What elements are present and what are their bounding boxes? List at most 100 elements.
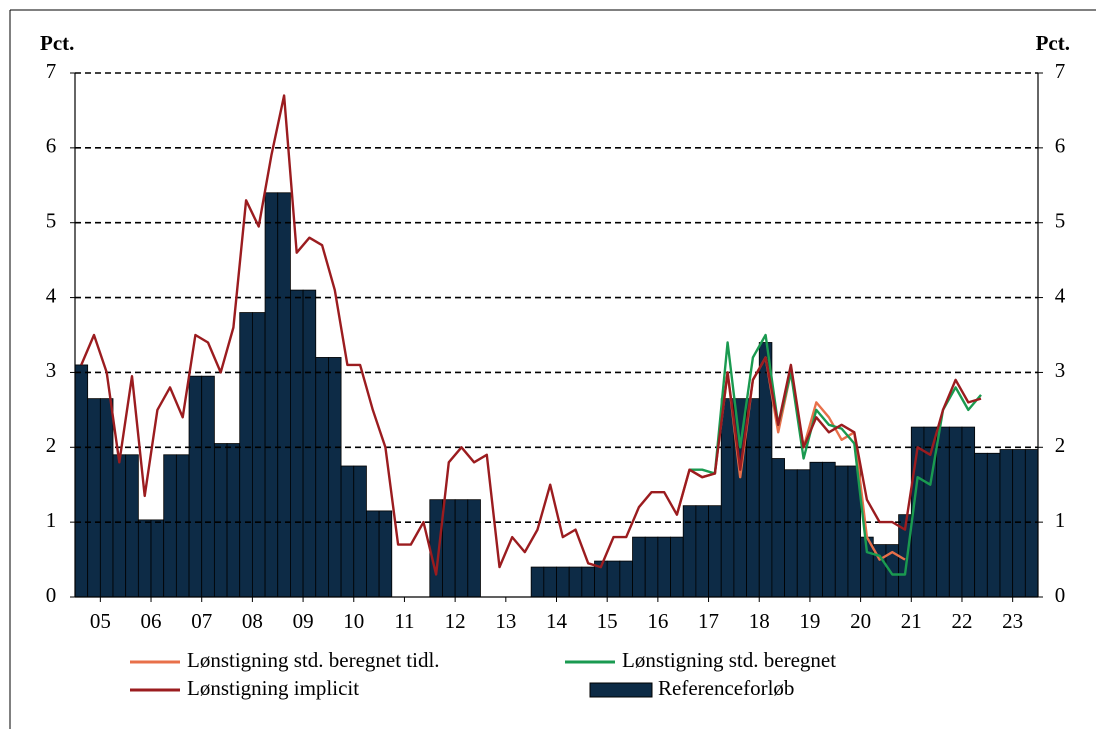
- x-tick-label: 15: [597, 609, 618, 633]
- bar: [746, 398, 760, 598]
- bar: [290, 289, 304, 598]
- bar: [264, 192, 279, 598]
- bar: [1024, 449, 1039, 598]
- bar: [530, 566, 545, 598]
- bar: [99, 398, 114, 598]
- bar: [657, 536, 671, 598]
- bar: [619, 560, 633, 598]
- legend-label: Lønstigning std. beregnet tidl.: [187, 648, 440, 672]
- x-tick-label: 06: [141, 609, 162, 633]
- y2-axis-label: Pct.: [1036, 31, 1070, 55]
- bar: [74, 364, 89, 598]
- bar: [606, 560, 621, 598]
- x-tick-label: 14: [546, 609, 568, 633]
- bar: [340, 465, 355, 598]
- bar: [163, 454, 177, 598]
- x-tick-label: 08: [242, 609, 263, 633]
- bar: [948, 426, 963, 598]
- y-tick-label: 5: [46, 209, 57, 233]
- legend-label: Referenceforløb: [658, 676, 794, 700]
- bar: [936, 426, 950, 598]
- bar: [366, 510, 380, 598]
- y-tick-label: 2: [46, 433, 57, 457]
- bar: [1012, 449, 1026, 598]
- x-tick-label: 22: [951, 609, 972, 633]
- y-tick-label: 3: [46, 358, 57, 382]
- bar: [315, 357, 329, 598]
- bar: [277, 192, 291, 598]
- bar: [720, 398, 735, 598]
- bar: [822, 461, 836, 598]
- x-tick-label: 05: [90, 609, 111, 633]
- bar: [378, 510, 393, 598]
- y2-tick-label: 1: [1055, 508, 1066, 532]
- bar: [796, 469, 811, 598]
- bar: [784, 469, 798, 598]
- y2-tick-label: 2: [1055, 433, 1066, 457]
- bar: [175, 454, 190, 598]
- bar: [568, 566, 583, 598]
- bar: [150, 519, 165, 598]
- x-tick-label: 12: [445, 609, 466, 633]
- bar: [201, 375, 215, 598]
- x-tick-label: 21: [901, 609, 922, 633]
- bar: [429, 499, 443, 598]
- x-tick-label: 19: [799, 609, 820, 633]
- bar: [454, 499, 469, 598]
- y-tick-label: 0: [46, 583, 57, 607]
- y2-tick-label: 6: [1055, 134, 1066, 158]
- bar: [708, 505, 722, 598]
- bar: [125, 454, 139, 598]
- bar: [137, 519, 152, 598]
- y2-tick-label: 3: [1055, 358, 1066, 382]
- bar: [239, 312, 253, 598]
- bar: [986, 452, 1001, 598]
- legend-swatch: [589, 682, 653, 698]
- bar: [226, 443, 241, 598]
- y-axis-label: Pct.: [40, 31, 74, 55]
- y2-tick-label: 7: [1055, 59, 1066, 83]
- bar: [543, 566, 557, 598]
- x-tick-label: 17: [698, 609, 719, 633]
- bar: [809, 461, 823, 598]
- bar: [302, 289, 317, 598]
- bar: [251, 312, 266, 598]
- x-tick-label: 10: [343, 609, 364, 633]
- bar: [188, 375, 203, 598]
- y-tick-label: 7: [46, 59, 57, 83]
- y2-tick-label: 4: [1055, 283, 1066, 307]
- bar: [974, 452, 988, 598]
- x-tick-label: 16: [647, 609, 668, 633]
- bar: [961, 426, 976, 598]
- bar: [328, 357, 342, 598]
- x-tick-label: 18: [749, 609, 770, 633]
- bar: [695, 505, 709, 598]
- bar: [999, 449, 1014, 598]
- y-tick-label: 4: [46, 283, 57, 307]
- line: [689, 333, 982, 576]
- bar: [632, 536, 646, 598]
- y-tick-label: 1: [46, 508, 57, 532]
- bar: [213, 443, 228, 598]
- bar: [467, 499, 481, 598]
- bar: [670, 536, 684, 598]
- x-tick-label: 09: [293, 609, 314, 633]
- x-tick-label: 07: [191, 609, 212, 633]
- y-tick-label: 6: [46, 134, 57, 158]
- x-tick-label: 23: [1002, 609, 1023, 633]
- bar: [87, 398, 101, 598]
- bar: [112, 454, 127, 598]
- y2-tick-label: 0: [1055, 583, 1066, 607]
- legend-label: Lønstigning implicit: [187, 676, 359, 700]
- line: [80, 94, 982, 576]
- bar: [581, 566, 595, 598]
- bar: [771, 458, 785, 598]
- y2-tick-label: 5: [1055, 209, 1066, 233]
- x-tick-label: 13: [495, 609, 516, 633]
- legend-label: Lønstigning std. beregnet: [622, 648, 836, 672]
- bar: [682, 505, 697, 598]
- x-tick-label: 11: [394, 609, 414, 633]
- bar: [353, 465, 367, 598]
- bar: [834, 465, 849, 598]
